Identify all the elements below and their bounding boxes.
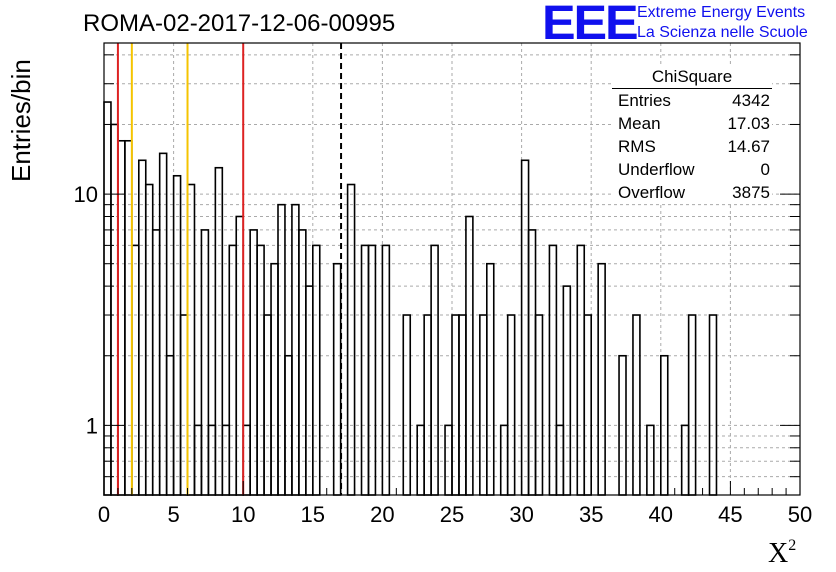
y-tick-label: 10 bbox=[74, 182, 98, 207]
histogram-bar bbox=[583, 314, 592, 496]
histogram-bar bbox=[151, 229, 161, 496]
histogram-bar bbox=[360, 244, 370, 496]
stats-label: Overflow bbox=[618, 183, 686, 202]
histogram-bar bbox=[597, 262, 606, 496]
x-tick-label: 35 bbox=[579, 502, 603, 527]
x-axis-label-base: X bbox=[768, 538, 789, 569]
stats-label: Entries bbox=[618, 91, 671, 110]
y-axis-label: Entries/bin bbox=[6, 59, 36, 182]
chart-title: ROMA-02-2017-12-06-00995 bbox=[83, 10, 396, 37]
x-tick-label: 10 bbox=[231, 502, 255, 527]
histogram-bar bbox=[687, 314, 697, 496]
x-tick-label: 0 bbox=[98, 502, 110, 527]
logo-line-1: Extreme Energy Events bbox=[637, 4, 806, 21]
histogram-bar bbox=[291, 203, 300, 496]
x-axis-label-superscript: 2 bbox=[788, 536, 797, 554]
histogram-bar bbox=[144, 183, 154, 496]
marker-lines bbox=[116, 43, 343, 495]
histogram-bar bbox=[131, 244, 140, 496]
stats-label: Mean bbox=[618, 114, 661, 133]
histogram-bar bbox=[576, 244, 586, 496]
histogram-bar bbox=[277, 203, 286, 496]
stats-value: 14.67 bbox=[727, 137, 770, 156]
histogram-bar bbox=[485, 262, 495, 496]
histogram-bar bbox=[402, 314, 412, 496]
stats-value: 4342 bbox=[732, 91, 770, 110]
histogram-bar bbox=[256, 244, 265, 496]
x-tick-label: 30 bbox=[509, 502, 533, 527]
stats-value: 17.03 bbox=[727, 114, 770, 133]
histogram-bar bbox=[708, 314, 718, 496]
stats-label: Underflow bbox=[618, 160, 695, 179]
histogram-bar bbox=[423, 314, 432, 496]
x-tick-label: 40 bbox=[649, 502, 673, 527]
logo-line-2: La Scienza nelle Scuole bbox=[637, 24, 808, 41]
histogram-bar bbox=[110, 123, 119, 496]
histogram-bar bbox=[228, 244, 238, 496]
histogram-bar bbox=[367, 244, 377, 496]
histogram-bar bbox=[138, 159, 147, 496]
stats-label: RMS bbox=[618, 137, 656, 156]
histogram-bar bbox=[179, 314, 189, 496]
histogram-bar bbox=[332, 262, 342, 496]
stats-box: ChiSquare Entries 4342 Mean 17.03 RMS 14.67… bbox=[612, 66, 772, 204]
x-tick-label: 20 bbox=[370, 502, 394, 527]
histogram-bar bbox=[263, 314, 272, 496]
stats-value: 3875 bbox=[732, 183, 770, 202]
x-axis-label: X2 bbox=[768, 536, 797, 570]
stats-row: Entries 4342 bbox=[612, 89, 772, 112]
stats-row: Mean 17.03 bbox=[612, 112, 772, 135]
histogram-bar bbox=[632, 314, 641, 496]
y-tick-label: 1 bbox=[86, 413, 98, 438]
x-tick-label: 50 bbox=[788, 502, 812, 527]
histogram-bar bbox=[430, 244, 439, 496]
histogram-bar bbox=[298, 229, 307, 496]
histogram-bar bbox=[186, 183, 196, 496]
tick-labels: 0 5 10 15 20 25 30 35 40 45 50 1 10 bbox=[74, 182, 813, 527]
histogram-bar bbox=[381, 244, 391, 496]
histogram-bar bbox=[520, 159, 530, 496]
stats-row: RMS 14.67 bbox=[612, 135, 772, 158]
stats-row: Overflow 3875 bbox=[612, 181, 772, 204]
histogram-bar bbox=[527, 229, 537, 496]
histogram-bar bbox=[548, 244, 558, 496]
histogram-bar bbox=[479, 314, 488, 496]
histogram-bar bbox=[451, 314, 460, 496]
stats-title: ChiSquare bbox=[612, 66, 772, 89]
histogram-bar bbox=[305, 285, 314, 496]
histogram-bar bbox=[311, 244, 321, 496]
histogram-bar bbox=[506, 314, 516, 496]
x-tick-label: 25 bbox=[440, 502, 464, 527]
histogram-bar bbox=[562, 285, 572, 496]
histogram-bar bbox=[346, 183, 356, 496]
x-tick-label: 15 bbox=[301, 502, 325, 527]
histogram-bar bbox=[534, 314, 544, 496]
histogram-bar bbox=[458, 314, 467, 496]
histogram-bar bbox=[249, 229, 258, 496]
eee-logo-mark: EEE bbox=[542, 0, 639, 50]
histogram-bar bbox=[200, 229, 210, 496]
x-tick-label: 45 bbox=[718, 502, 742, 527]
histogram-bar bbox=[172, 174, 182, 496]
stats-row: Underflow 0 bbox=[612, 158, 772, 181]
axis-ticks bbox=[103, 54, 801, 495]
stats-value: 0 bbox=[760, 160, 770, 179]
x-tick-label: 5 bbox=[167, 502, 179, 527]
histogram-bar bbox=[270, 262, 279, 496]
